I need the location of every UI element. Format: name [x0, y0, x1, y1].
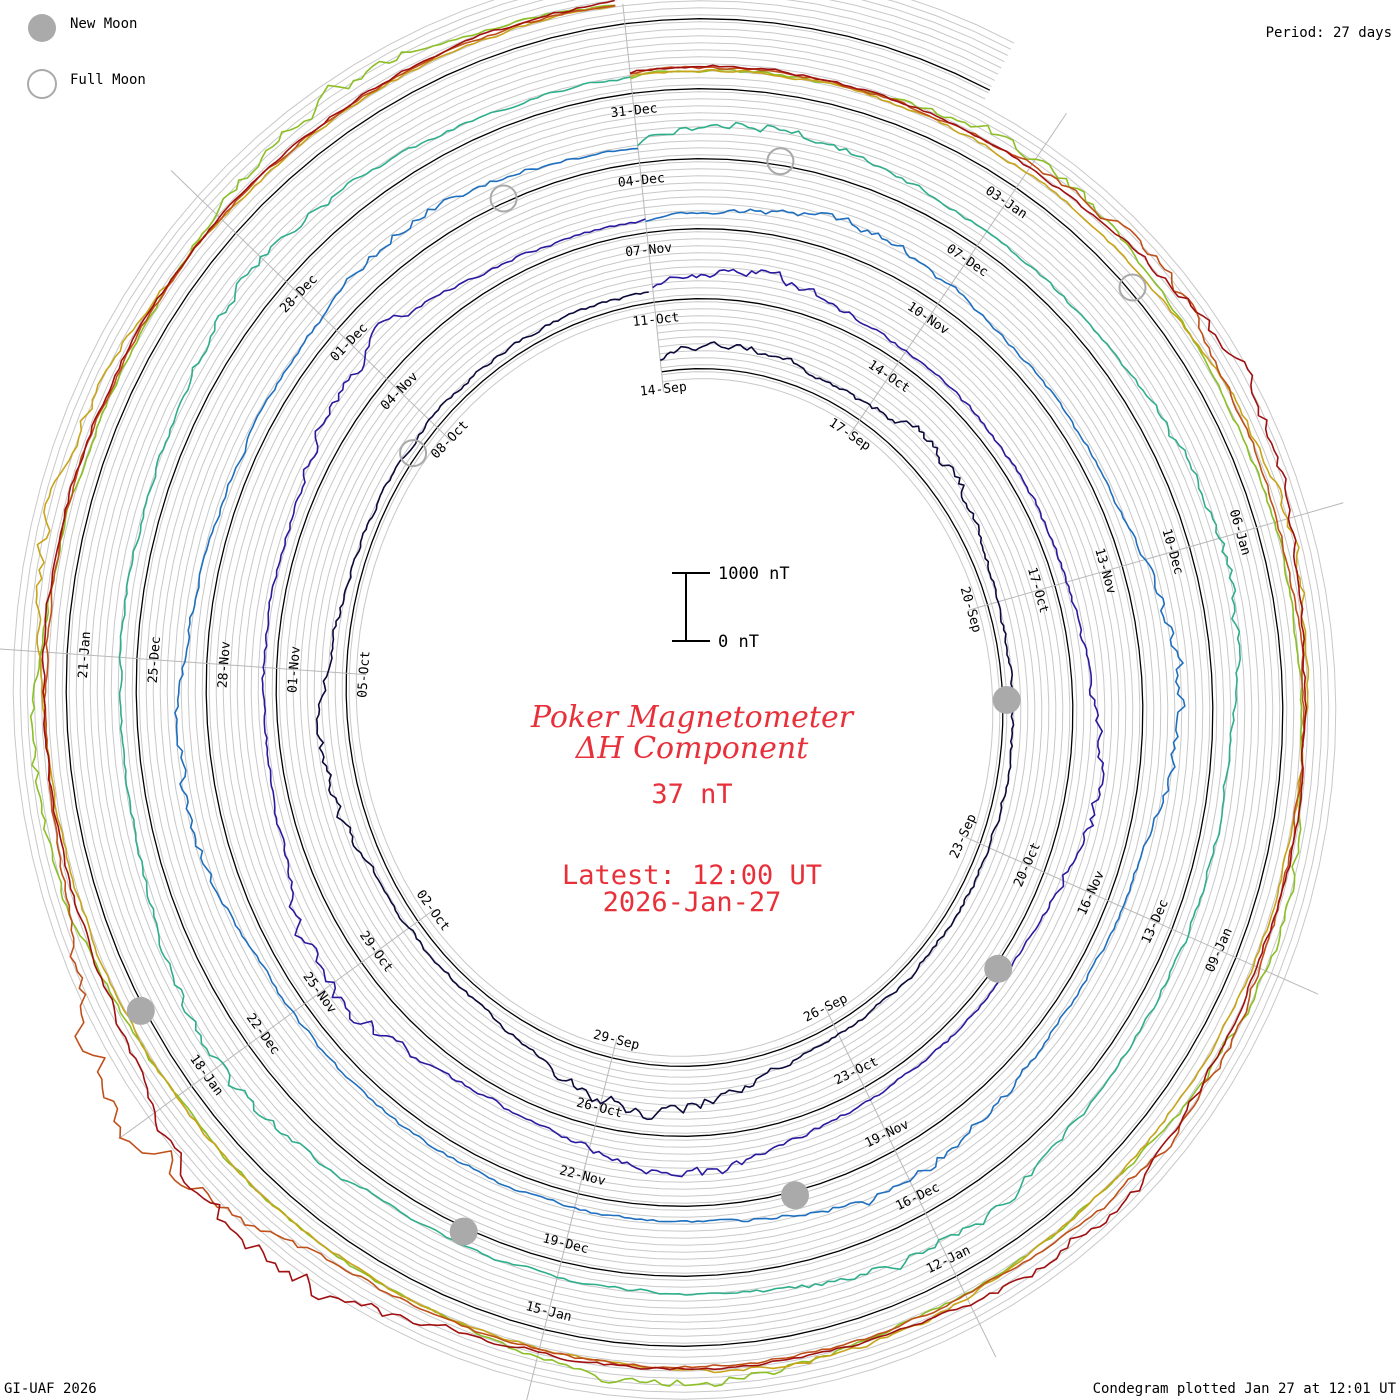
- radial-gridline: [961, 835, 1319, 995]
- date-tick-label: 04-Dec: [617, 171, 665, 191]
- data-series: [29, 0, 1310, 1387]
- full-moon-legend-icon: [27, 69, 57, 99]
- new-moon-marker: [992, 686, 1021, 714]
- date-tick-label: 07-Nov: [625, 241, 673, 261]
- date-tick-label: 10-Dec: [1159, 527, 1186, 576]
- date-tick-label: 11-Oct: [632, 310, 680, 330]
- footer-credit: GI-UAF 2026: [4, 1381, 97, 1397]
- new-moon-marker: [781, 1181, 809, 1210]
- series-line: [315, 291, 1015, 1121]
- date-tick-label: 29-Sep: [592, 1028, 641, 1054]
- guide-ring: [68, 21, 1281, 1344]
- date-tick-label: 06-Jan: [1226, 508, 1253, 557]
- guide-ring: [12, 0, 1337, 1400]
- new-moon-marker: [449, 1217, 478, 1246]
- date-tick-label: 19-Nov: [863, 1117, 912, 1151]
- date-tick-label: 09-Jan: [1203, 926, 1236, 975]
- series-line: [118, 76, 1241, 1296]
- baseline-spiral: [65, 18, 1284, 1347]
- date-tick-label: 19-Dec: [541, 1231, 590, 1257]
- guide-ring: [61, 14, 1288, 1351]
- chart-subtitle: ΔH Component: [575, 731, 809, 766]
- date-tick-label: 17-Sep: [826, 416, 873, 455]
- date-tick-label: 25-Dec: [146, 636, 164, 684]
- radial-gridline: [526, 1038, 618, 1400]
- date-tick-label: 14-Sep: [639, 380, 687, 400]
- date-tick-label: 31-Dec: [610, 101, 658, 121]
- date-tick-label: 20-Sep: [957, 585, 984, 634]
- date-tick-label: 26-Oct: [575, 1095, 624, 1121]
- guide-ring: [40, 0, 1309, 1372]
- date-tick-label: 23-Oct: [832, 1054, 881, 1088]
- scale-bar-top-label: 1000 nT: [718, 564, 790, 584]
- full-moon-marker: [766, 147, 795, 176]
- date-tick-label: 22-Nov: [558, 1163, 607, 1189]
- date-tick-label: 02-Oct: [413, 887, 453, 934]
- date-tick-label: 22-Dec: [243, 1011, 283, 1058]
- series-line: [35, 5, 1310, 1374]
- radial-gridline: [118, 909, 435, 1140]
- guide-ring: [19, 0, 1330, 1393]
- date-tick-label: 20-Oct: [1011, 840, 1044, 889]
- series-line: [29, 4, 1304, 1387]
- guide-ring: [33, 0, 1316, 1379]
- date-tick-label: 28-Nov: [216, 641, 234, 689]
- date-tick-label: 29-Oct: [356, 929, 396, 976]
- series-line: [261, 218, 1105, 1178]
- series-line: [43, 4, 1305, 1369]
- full-moon-marker: [1118, 273, 1147, 302]
- new-moon-marker: [984, 954, 1013, 983]
- full-moon-legend-label: Full Moon: [70, 72, 146, 88]
- radial-gridline: [968, 502, 1344, 611]
- date-tick-label: 21-Jan: [76, 631, 94, 679]
- guide-ring: [75, 28, 1274, 1337]
- current-value: 37 nT: [651, 779, 732, 810]
- full-moon-marker: [489, 184, 518, 213]
- guide-ring: [26, 0, 1323, 1386]
- full-moon-marker: [399, 439, 428, 468]
- date-tick-label: 17-Oct: [1024, 566, 1051, 615]
- latest-date: 2026-Jan-27: [603, 887, 782, 918]
- date-tick-label: 23-Sep: [947, 812, 980, 861]
- date-tick-label: 18-Jan: [186, 1052, 226, 1099]
- radial-gridline: [170, 170, 452, 442]
- series-line: [174, 147, 1186, 1223]
- radial-gridline: [622, 3, 665, 392]
- date-tick-label: 05-Oct: [355, 650, 373, 698]
- chart-title: Poker Magnetometer: [530, 700, 855, 735]
- moon-markers: [126, 147, 1147, 1246]
- guide-rings: [12, 0, 1337, 1400]
- new-moon-legend-label: New Moon: [70, 16, 137, 32]
- period-label: Period: 27 days: [1266, 25, 1392, 41]
- date-tick-label: 26-Sep: [801, 991, 850, 1025]
- scale-bar-bottom-label: 0 nT: [718, 632, 759, 652]
- latest-time: Latest: 12:00 UT: [562, 860, 822, 891]
- date-tick-label: 13-Dec: [1139, 897, 1172, 946]
- date-tick-label: 16-Nov: [1075, 869, 1108, 918]
- new-moon-marker: [126, 996, 155, 1025]
- date-tick-label: 13-Nov: [1091, 546, 1118, 595]
- footer-plot-time: Condegram plotted Jan 27 at 12:01 UT: [1093, 1381, 1397, 1397]
- new-moon-legend-icon: [28, 14, 56, 42]
- date-tick-label: 01-Nov: [285, 645, 303, 693]
- series-line: [41, 0, 1308, 1371]
